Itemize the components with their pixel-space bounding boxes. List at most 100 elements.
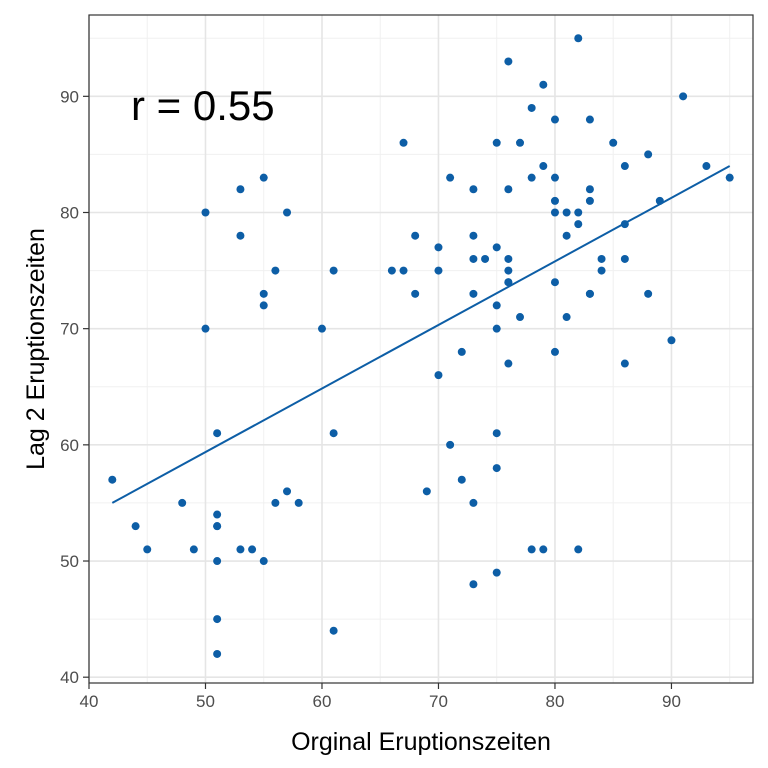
y-tick-label: 80	[60, 203, 79, 222]
x-tick-label: 60	[313, 692, 332, 711]
data-point	[655, 196, 664, 205]
data-point	[411, 231, 420, 240]
data-point	[434, 266, 443, 275]
data-point	[504, 57, 513, 66]
data-point	[236, 185, 245, 194]
data-point	[201, 208, 210, 217]
data-point	[317, 324, 326, 333]
data-point	[434, 243, 443, 252]
data-point	[550, 208, 559, 217]
data-point	[236, 545, 245, 554]
data-point	[702, 162, 711, 171]
data-point	[283, 208, 292, 217]
x-tick-label: 70	[429, 692, 448, 711]
data-point	[527, 103, 536, 112]
data-point	[329, 429, 338, 438]
data-point	[597, 266, 606, 275]
data-point	[189, 545, 198, 554]
data-points	[108, 34, 734, 658]
data-point	[667, 336, 676, 345]
data-point	[329, 266, 338, 275]
data-point	[213, 510, 222, 519]
x-tick-label: 80	[546, 692, 565, 711]
y-tick-label: 90	[60, 87, 79, 106]
data-point	[481, 254, 490, 263]
data-point	[422, 487, 431, 496]
y-axis-title: Lag 2 Eruptionszeiten	[22, 228, 50, 470]
data-point	[597, 254, 606, 263]
data-point	[236, 231, 245, 240]
data-point	[504, 254, 513, 263]
data-point	[213, 557, 222, 566]
data-point	[492, 243, 501, 252]
data-point	[259, 301, 268, 310]
data-point	[562, 313, 571, 322]
data-point	[504, 266, 513, 275]
data-point	[539, 545, 548, 554]
data-point	[644, 150, 653, 159]
data-point	[574, 208, 583, 217]
data-point	[550, 173, 559, 182]
data-point	[259, 173, 268, 182]
y-tick-label: 40	[60, 668, 79, 687]
data-point	[562, 231, 571, 240]
data-point	[644, 289, 653, 298]
data-point	[527, 545, 536, 554]
data-point	[213, 429, 222, 438]
data-point	[259, 557, 268, 566]
data-point	[457, 347, 466, 356]
data-point	[283, 487, 292, 496]
data-point	[259, 289, 268, 298]
x-axis-title: Orginal Eruptionszeiten	[291, 728, 551, 756]
data-point	[504, 278, 513, 287]
data-point	[492, 301, 501, 310]
data-point	[294, 498, 303, 507]
data-point	[271, 266, 280, 275]
data-point	[213, 649, 222, 658]
data-point	[469, 185, 478, 194]
data-point	[271, 498, 280, 507]
y-axis-ticks: 40 50 60 70 80 90	[60, 87, 89, 687]
data-point	[469, 254, 478, 263]
data-point	[609, 138, 618, 147]
data-point	[562, 208, 571, 217]
data-point	[516, 138, 525, 147]
data-point	[585, 185, 594, 194]
data-point	[504, 359, 513, 368]
data-point	[539, 162, 548, 171]
data-point	[539, 80, 548, 89]
x-tick-label: 50	[196, 692, 215, 711]
data-point	[585, 115, 594, 124]
panel-border	[88, 14, 754, 684]
x-axis-ticks: 40 50 60 70 80 90	[80, 683, 681, 711]
data-point	[620, 220, 629, 229]
data-point	[492, 138, 501, 147]
data-point	[469, 289, 478, 298]
data-point	[550, 278, 559, 287]
y-tick-label: 60	[60, 436, 79, 455]
data-point	[178, 498, 187, 507]
data-point	[550, 115, 559, 124]
data-point	[399, 138, 408, 147]
data-point	[492, 464, 501, 473]
data-point	[574, 545, 583, 554]
data-point	[550, 196, 559, 205]
data-point	[387, 266, 396, 275]
data-point	[585, 289, 594, 298]
data-point	[131, 522, 140, 531]
y-tick-label: 50	[60, 552, 79, 571]
data-point	[620, 162, 629, 171]
data-point	[213, 522, 222, 531]
data-point	[446, 440, 455, 449]
correlation-annotation: r = 0.55	[131, 82, 275, 129]
data-point	[492, 324, 501, 333]
data-point	[446, 173, 455, 182]
data-point	[201, 324, 210, 333]
data-point	[679, 92, 688, 101]
data-point	[527, 173, 536, 182]
data-point	[434, 371, 443, 380]
y-tick-label: 70	[60, 320, 79, 339]
data-point	[469, 580, 478, 589]
data-point	[620, 254, 629, 263]
